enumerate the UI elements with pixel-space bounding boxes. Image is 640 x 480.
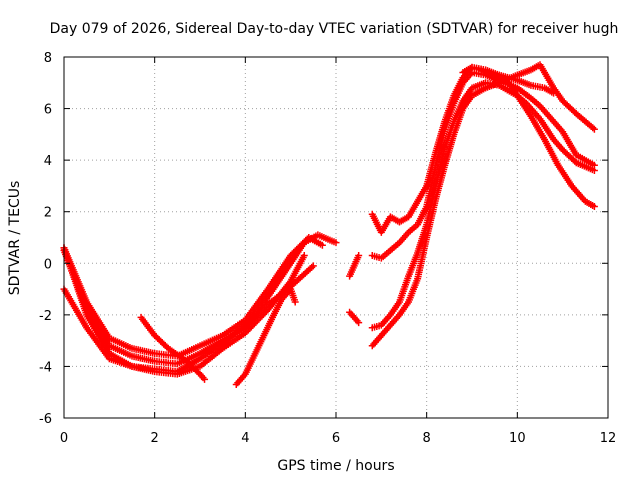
x-tick-label: 6: [332, 431, 340, 446]
data-point: [571, 157, 579, 165]
data-point: [309, 262, 317, 270]
data-point: [201, 375, 209, 383]
data-point: [590, 125, 598, 133]
y-axis-label: SDTVAR / TECUs: [7, 181, 23, 296]
series-trace-13: [459, 63, 558, 97]
data-point: [332, 239, 340, 247]
x-tick-label: 10: [509, 431, 526, 446]
y-tick-label: 0: [44, 257, 52, 272]
chart-title: Day 079 of 2026, Sidereal Day-to-day VTE…: [50, 21, 619, 37]
axis-ticks: 0 2 4 6 8 10 12 -6 -4 -2 0 2 4 6 8: [39, 51, 616, 446]
series-trace-7: [346, 252, 363, 280]
y-tick-label: 2: [44, 206, 52, 221]
series-trace-8: [346, 308, 363, 327]
y-tick-label: 6: [44, 103, 52, 118]
data-point: [550, 89, 558, 97]
x-tick-label: 4: [241, 431, 249, 446]
y-tick-label: 4: [44, 154, 52, 169]
y-tick-label: -6: [39, 412, 52, 427]
data-point: [355, 319, 363, 327]
x-tick-label: 12: [600, 431, 617, 446]
y-tick-label: 8: [44, 51, 52, 66]
series-trace-5: [137, 313, 209, 383]
x-tick-label: 0: [60, 431, 68, 446]
y-tick-label: -4: [39, 360, 52, 375]
series-trace-6: [232, 285, 299, 388]
x-axis-label: GPS time / hours: [277, 458, 394, 474]
x-tick-label: 8: [423, 431, 431, 446]
data-points: [60, 61, 598, 388]
data-point: [590, 161, 598, 169]
data-point: [318, 241, 326, 249]
data-point: [291, 298, 299, 306]
series-trace-11: [368, 79, 598, 332]
series-trace-12: [368, 61, 598, 350]
y-tick-label: -2: [39, 309, 52, 324]
grid-lines: [64, 57, 608, 418]
x-tick-label: 2: [151, 431, 159, 446]
data-point: [590, 203, 598, 211]
data-point: [300, 252, 308, 260]
data-point: [355, 252, 363, 260]
